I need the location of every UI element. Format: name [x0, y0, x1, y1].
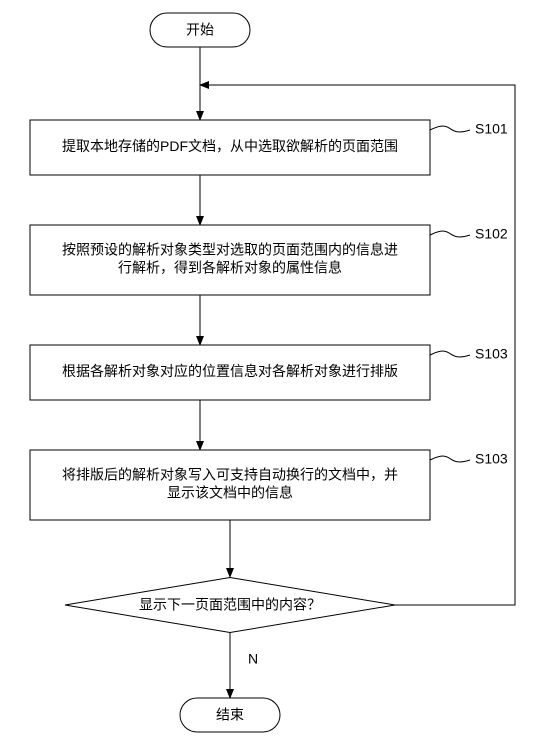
- end-text: 结束: [216, 707, 244, 723]
- start-text: 开始: [186, 22, 214, 38]
- s101-line0: 提取本地存储的PDF文档，从中选取欲解析的页面范围: [62, 138, 398, 154]
- decision: 显示下一页面范围中的内容？: [65, 578, 395, 633]
- s103b-line0: 将排版后的解析对象写入可支持自动换行的文档中，并: [62, 467, 398, 483]
- s103b: 将排版后的解析对象写入可支持自动换行的文档中，并显示该文档中的信息: [30, 450, 430, 520]
- s101: 提取本地存储的PDF文档，从中选取欲解析的页面范围: [30, 120, 430, 175]
- start: 开始: [150, 13, 250, 47]
- s102-label: S102: [475, 226, 508, 242]
- edge-label-n: N: [248, 651, 258, 667]
- s103a-label: S103: [475, 346, 508, 362]
- s103b-label: S103: [475, 451, 508, 467]
- s102-line0: 按照预设的解析对象类型对选取的页面范围内的信息进: [62, 242, 398, 258]
- s103a: 根据各解析对象对应的位置信息对各解析对象进行排版: [30, 345, 430, 400]
- s103b-line1: 显示该文档中的信息: [167, 485, 293, 501]
- s103a-line0: 根据各解析对象对应的位置信息对各解析对象进行排版: [62, 363, 398, 379]
- decision-text: 显示下一页面范围中的内容？: [139, 597, 321, 613]
- flowchart-canvas: 开始提取本地存储的PDF文档，从中选取欲解析的页面范围按照预设的解析对象类型对选…: [0, 0, 548, 743]
- s102-line1: 行解析，得到各解析对象的属性信息: [118, 260, 342, 276]
- s101-label: S101: [475, 121, 508, 137]
- end: 结束: [180, 698, 280, 732]
- s102: 按照预设的解析对象类型对选取的页面范围内的信息进行解析，得到各解析对象的属性信息: [30, 225, 430, 295]
